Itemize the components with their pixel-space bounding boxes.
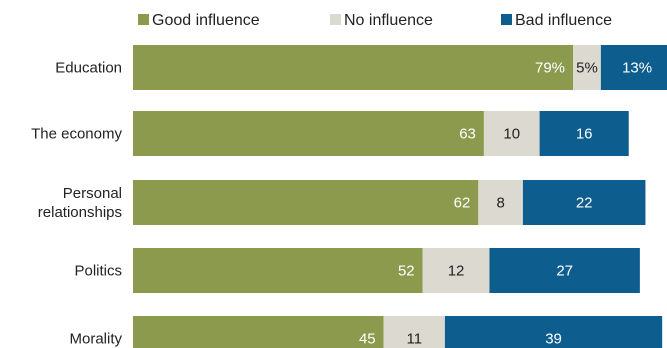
bar-morality-good-influence [133,316,384,348]
value-label-morality-no-influence: 11 [406,331,422,348]
value-label-politics-good-influence: 52 [398,263,415,280]
category-label-education: Education [55,60,122,77]
bar-personal-relationships-good-influence [133,180,479,225]
bar-the-economy-bad-influence [539,111,629,156]
bar-personal-relationships-bad-influence [522,180,646,225]
bar-education-no-influence [573,45,601,90]
bar-education-good-influence [133,45,574,90]
value-label-education-bad-influence: 13% [622,60,652,77]
value-label-education-no-influence: 5% [576,60,598,77]
value-label-morality-bad-influence: 39 [545,331,562,348]
value-label-personal-relationships-bad-influence: 22 [576,195,593,212]
legend: Good influence No influence Bad influence [138,12,612,29]
bar-morality-no-influence [383,316,445,348]
value-labels: 79% 5% 13% 63 10 16 62 8 22 52 12 27 45 11 39 [359,60,652,348]
bar-politics-good-influence [133,248,423,293]
value-label-morality-good-influence: 45 [359,331,376,348]
category-label-politics: Politics [74,263,122,280]
bar-the-economy-good-influence [133,111,484,156]
category-label-morality: Morality [69,331,122,348]
bar-personal-relationships-no-influence [478,180,523,225]
value-label-the-economy-no-influence: 10 [503,126,520,143]
category-labels: Education The economy Personal relationship… [31,60,122,348]
category-label-personal-relationships: Personal relationships [38,185,122,221]
bar-the-economy-no-influence [483,111,540,156]
legend-swatch-bad-influence [501,14,512,25]
bar-morality-bad-influence [444,316,663,348]
legend-label-good-influence: Good influence [152,12,260,29]
bars [133,45,667,348]
bar-politics-bad-influence [489,248,640,293]
bar-politics-no-influence [422,248,490,293]
value-label-the-economy-good-influence: 63 [459,126,476,143]
legend-swatch-no-influence [330,14,341,25]
value-label-education-good-influence: 79% [535,60,565,77]
legend-swatch-good-influence [138,14,149,25]
value-label-the-economy-bad-influence: 16 [576,126,593,143]
value-label-politics-no-influence: 12 [448,263,465,280]
category-label-the-economy: The economy [31,126,122,143]
legend-label-bad-influence: Bad influence [515,12,612,29]
value-label-politics-bad-influence: 27 [556,263,573,280]
value-label-personal-relationships-good-influence: 62 [454,195,471,212]
value-label-personal-relationships-no-influence: 8 [496,195,504,212]
legend-label-no-influence: No influence [344,12,433,29]
bar-education-bad-influence [600,45,667,90]
